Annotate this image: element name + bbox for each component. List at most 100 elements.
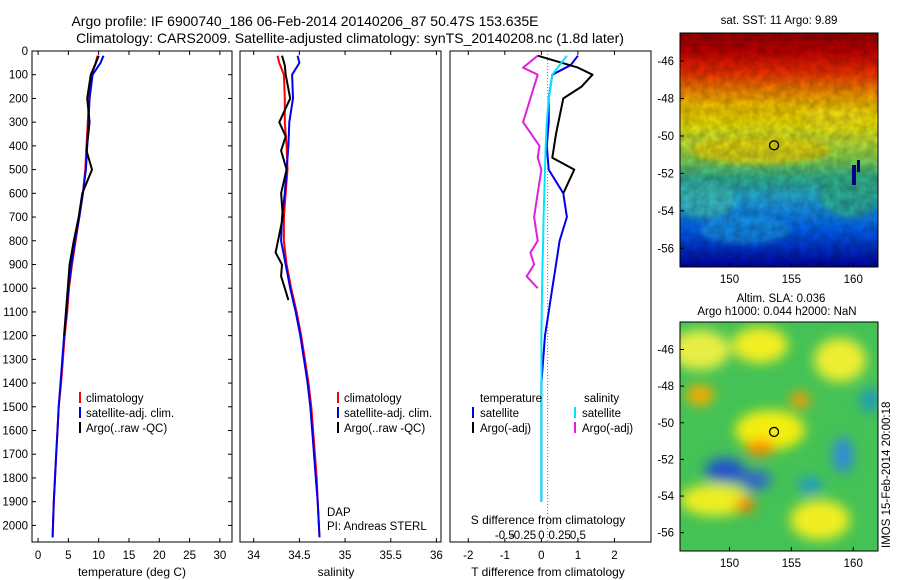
dap-label: DAP bbox=[327, 507, 351, 519]
x-tick-label: 35.5 bbox=[380, 550, 402, 562]
x-tick-label: 10 bbox=[92, 550, 105, 562]
legend-title-temperature: temperature bbox=[480, 393, 542, 405]
lat-tick-label: -54 bbox=[657, 491, 674, 503]
x-top-tick-label: -0.5 bbox=[495, 530, 515, 542]
lat-tick-label: -46 bbox=[657, 344, 674, 356]
sla-low bbox=[739, 470, 771, 490]
lat-tick-label: -50 bbox=[657, 418, 674, 430]
sla-high bbox=[680, 484, 750, 516]
series-line bbox=[280, 55, 321, 538]
sst-missing-pixels bbox=[852, 165, 856, 185]
depth-tick-label: 1600 bbox=[2, 426, 28, 438]
x-tick-label: 25 bbox=[183, 550, 196, 562]
sla-low bbox=[833, 437, 853, 473]
temperature-legend: climatology satellite-adj. clim. Argo(..… bbox=[79, 392, 174, 435]
depth-tick-label: 1400 bbox=[2, 378, 28, 390]
series-line bbox=[63, 55, 100, 336]
legend-title-salinity: salinity bbox=[584, 393, 619, 405]
sla-high bbox=[732, 327, 788, 363]
argo-position-marker bbox=[768, 426, 780, 438]
x-tick-label: 0 bbox=[35, 550, 41, 562]
imos-timestamp: IMOS 15-Feb-2014 20:00:18 bbox=[881, 402, 893, 548]
sla-high bbox=[790, 500, 850, 540]
lon-tick-label: 160 bbox=[844, 274, 863, 286]
lat-tick-label: -48 bbox=[657, 94, 674, 106]
legend-label-sal-argo: Argo(-adj) bbox=[582, 423, 633, 435]
series-line bbox=[540, 55, 568, 502]
salinity-legend: climatology satellite-adj. clim. Argo(..… bbox=[337, 392, 432, 435]
x-tick-label: -2 bbox=[463, 550, 473, 562]
depth-tick-label: 1700 bbox=[2, 449, 28, 461]
sst-noise-overlay bbox=[680, 33, 878, 267]
depth-tick-label: 300 bbox=[9, 117, 28, 129]
legend-label-temp-argo: Argo(-adj) bbox=[480, 423, 531, 435]
salinity-xlabel: salinity bbox=[318, 565, 355, 579]
lon-tick-label: 160 bbox=[844, 558, 863, 570]
x-top-tick-label: 0.5 bbox=[570, 530, 586, 542]
sla-map-panel: Altim. SLA: 0.036 Argo h1000: 0.044 h200… bbox=[657, 293, 893, 570]
sla-map-title-line2: Argo h1000: 0.044 h2000: NaN bbox=[697, 306, 856, 318]
t-difference-xlabel: T difference from climatology bbox=[471, 565, 625, 579]
depth-tick-label: 1500 bbox=[2, 402, 28, 414]
temperature-axes-box bbox=[31, 50, 233, 543]
depth-tick-label: 1800 bbox=[2, 473, 28, 485]
depth-tick-label: 1300 bbox=[2, 354, 28, 366]
temperature-xlabel: temperature (deg C) bbox=[78, 565, 186, 579]
lat-tick-label: -56 bbox=[657, 243, 674, 255]
sla-peak bbox=[686, 385, 714, 405]
legend-label-climatology: climatology bbox=[344, 393, 402, 405]
legend-label-temp-satellite: satellite bbox=[480, 408, 519, 420]
argo-position-marker bbox=[768, 140, 780, 151]
sst-map-title: sat. SST: 11 Argo: 9.89 bbox=[721, 15, 838, 27]
x-tick-label: 34 bbox=[247, 550, 260, 562]
x-top-tick-label: 0 bbox=[538, 530, 544, 542]
depth-tick-label: 1000 bbox=[2, 283, 28, 295]
series-line bbox=[537, 54, 594, 194]
lon-tick-label: 150 bbox=[720, 558, 739, 570]
s-difference-xlabel: S difference from climatology bbox=[471, 513, 626, 527]
sst-map-frame bbox=[679, 32, 879, 268]
sla-map-title-line1: Altim. SLA: 0.036 bbox=[737, 293, 826, 305]
depth-tick-label: 200 bbox=[9, 93, 28, 105]
sst-missing-pixels-2 bbox=[857, 160, 860, 172]
x-tick-label: 2 bbox=[611, 550, 617, 562]
lon-tick-label: 155 bbox=[782, 558, 801, 570]
figure-title-line2: Climatology: CARS2009. Satellite-adjuste… bbox=[76, 30, 624, 46]
lon-tick-label: 150 bbox=[720, 274, 739, 286]
lat-tick-label: -54 bbox=[657, 206, 674, 218]
x-tick-label: -1 bbox=[500, 550, 510, 562]
lat-tick-label: -52 bbox=[657, 168, 674, 180]
x-tick-label: 35 bbox=[339, 550, 352, 562]
lat-tick-label: -50 bbox=[657, 131, 674, 143]
lat-tick-label: -56 bbox=[657, 528, 674, 540]
difference-legend: temperature salinity satellite Argo(-adj… bbox=[472, 393, 633, 435]
x-tick-label: 34.5 bbox=[288, 550, 310, 562]
x-tick-label: 36 bbox=[430, 550, 443, 562]
figure-title-line1: Argo profile: IF 6900740_186 06-Feb-2014… bbox=[71, 13, 538, 29]
legend-label-satellite-adj: satellite-adj. clim. bbox=[86, 408, 174, 420]
lat-tick-label: -46 bbox=[657, 56, 674, 68]
sst-map-panel: sat. SST: 11 Argo: 9.89 150 155 160 -46 -48 -… bbox=[657, 15, 879, 286]
salinity-axes-box bbox=[239, 50, 442, 543]
depth-tick-label: 400 bbox=[9, 141, 28, 153]
x-tick-label: 0 bbox=[538, 550, 544, 562]
pi-label: PI: Andreas STERL bbox=[327, 521, 427, 533]
sla-high bbox=[814, 338, 866, 382]
lon-tick-label: 155 bbox=[782, 274, 801, 286]
legend-label-sal-satellite: satellite bbox=[582, 408, 621, 420]
depth-tick-label: 900 bbox=[9, 259, 28, 271]
sla-high bbox=[680, 330, 730, 370]
legend-label-argo: Argo(..raw -QC) bbox=[86, 423, 167, 435]
depth-tick-label: 100 bbox=[9, 70, 28, 82]
sla-peak bbox=[746, 440, 774, 456]
difference-panel: -2 -1 0 1 2 -0.5-0.25 0 0.25 0.5 T difference fr… bbox=[449, 50, 652, 579]
series-line bbox=[522, 54, 543, 289]
series-line bbox=[274, 55, 292, 301]
depth-tick-label: 2000 bbox=[2, 520, 28, 532]
sla-map-frame bbox=[679, 321, 879, 552]
sla-low bbox=[860, 388, 878, 412]
depth-tick-label: 800 bbox=[9, 236, 28, 248]
depth-tick-label: 1200 bbox=[2, 331, 28, 343]
lat-tick-label: -52 bbox=[657, 454, 674, 466]
